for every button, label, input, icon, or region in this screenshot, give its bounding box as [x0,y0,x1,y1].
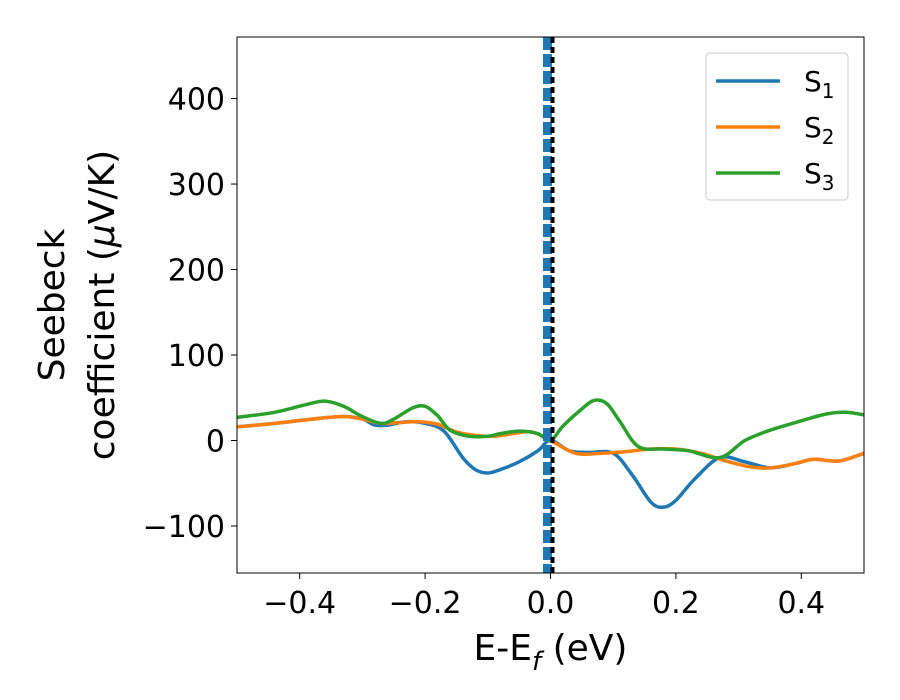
y-axis-label-line-2: coefficient (μV/K) [82,150,123,460]
fermi-level-marker [543,37,555,573]
series-line-s3 [237,398,864,460]
legend-label-s1: S1 [804,65,835,103]
legend: S1 S2 S3 [705,52,849,201]
x-tick-label: 0.0 [527,586,575,621]
series-layer [237,398,864,510]
y-tick-label: 100 [168,339,225,374]
x-tick-label: −0.4 [263,586,336,621]
y-tick-label: 200 [168,254,225,289]
x-axis-label: E-Ef (eV) [474,628,628,677]
x-tick-label: 0.4 [777,586,825,621]
x-axis-ticks: −0.4 −0.2 0.0 0.2 0.4 [263,573,825,621]
y-tick-label: 0 [206,424,225,459]
x-tick-label: −0.2 [389,586,462,621]
legend-label-s3: S3 [804,157,835,195]
y-axis-ticks: −100 0 100 200 300 400 [143,83,237,545]
series-line-s1 [237,414,864,510]
y-tick-label: 300 [168,168,225,203]
y-tick-label: 400 [168,83,225,118]
x-tick-label: 0.2 [652,586,700,621]
y-tick-label: −100 [143,510,225,545]
legend-label-s2: S2 [804,111,835,149]
y-axis-label: Seebeck coefficient (μV/K) [32,150,123,460]
y-axis-label-line-1: Seebeck [32,228,73,381]
